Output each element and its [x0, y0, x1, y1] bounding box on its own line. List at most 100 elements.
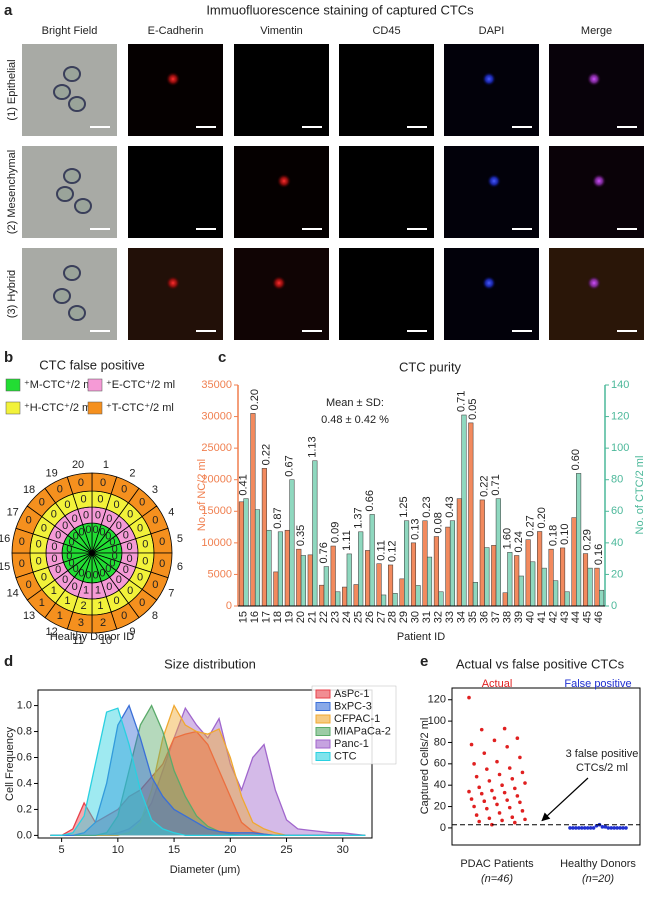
nc-bar [491, 545, 497, 607]
cell-value: 0 [142, 555, 148, 567]
purity-label: 0.22 [261, 444, 273, 465]
panel-title: Immuofluorescence staining of captured C… [206, 2, 474, 17]
purity-label: 0.08 [433, 512, 445, 533]
nc-bar [296, 548, 302, 607]
ctc-bar [358, 531, 364, 607]
y2-tick-label: 100 [611, 442, 629, 454]
y2-tick-label: 0 [611, 600, 617, 612]
fluorescence-image [234, 44, 329, 136]
chart-title: CTC false positive [39, 357, 144, 372]
cell-signal [277, 174, 291, 188]
data-point [487, 816, 492, 821]
nc-bar [284, 529, 290, 607]
ctc-bar [472, 582, 478, 607]
data-point [492, 796, 497, 800]
nc-bar [399, 578, 405, 607]
cell [53, 288, 71, 304]
ctc-bar [312, 460, 318, 607]
x-tick-label: 20 [295, 611, 307, 623]
y-tick-label: 20000 [201, 474, 232, 486]
y-tick-label: 100 [428, 715, 446, 727]
cell-value: 0 [26, 579, 32, 591]
data-point [591, 826, 596, 830]
donor-id: 19 [45, 468, 57, 480]
cell-value: 0 [159, 536, 165, 548]
x-axis-title: Patient ID [397, 631, 445, 643]
nc-bar [353, 584, 359, 607]
ctc-bar [438, 591, 444, 607]
fluorescence-image [444, 44, 539, 136]
cell-value: 0 [127, 509, 133, 521]
cell-value: 0 [36, 538, 42, 550]
data-point [507, 766, 512, 770]
ctc-bar [461, 414, 467, 607]
cell-value: 0 [137, 571, 143, 583]
data-point [621, 826, 625, 830]
cell-signal [587, 276, 601, 290]
data-point [513, 786, 517, 791]
data-point [467, 789, 471, 794]
nc-bar [548, 548, 554, 607]
y-tick-label: 20 [434, 800, 446, 812]
fluorescence-image [444, 146, 539, 238]
y-tick-label: 10000 [201, 537, 232, 549]
cell-value: 0 [95, 509, 101, 521]
donor-id: 18 [23, 484, 35, 496]
cell-value: 0 [99, 567, 105, 579]
data-point [477, 785, 481, 790]
cell [63, 168, 81, 184]
cell-value: 0 [72, 581, 78, 593]
purity-label: 1.25 [398, 496, 410, 517]
fluorescence-image [339, 44, 434, 136]
ctc-bar [254, 509, 261, 607]
legend-swatch [315, 702, 331, 711]
y2-tick-label: 40 [611, 537, 623, 549]
cell-value: 0 [109, 557, 115, 569]
column-header: Bright Field [42, 25, 98, 37]
data-point [518, 755, 522, 760]
legend-label: ⁺E-CTC⁺/2 ml [106, 379, 175, 391]
cell [74, 198, 92, 214]
cell-value: 0 [139, 597, 145, 609]
data-point [474, 813, 479, 817]
cell-value: 0 [41, 571, 47, 583]
y-tick-label: 15000 [201, 505, 232, 517]
legend-swatch [87, 401, 103, 415]
purity-label: 1.13 [306, 436, 318, 457]
y-tick-label: 0.0 [17, 829, 32, 841]
panel-letter: d [4, 653, 13, 670]
y-tick-label: 80 [434, 736, 446, 748]
data-point [574, 826, 578, 830]
donor-id: 20 [72, 459, 84, 471]
cell-value: 0 [83, 509, 89, 521]
donor-id: 8 [152, 610, 158, 622]
cell-value: 0 [51, 509, 57, 521]
x-tick-label: 26 [364, 611, 376, 623]
column-header: Vimentin [260, 25, 303, 37]
donor-id: 12 [45, 626, 57, 638]
purity-label: 0.20 [249, 389, 261, 410]
area-fill [50, 705, 366, 836]
cell-value: 0 [41, 522, 47, 534]
x-tick-label: 30 [337, 844, 349, 856]
cell-value: 0 [78, 526, 84, 538]
purity-label: 1.60 [501, 528, 513, 549]
cell-value: 0 [93, 524, 99, 536]
ctc-bar [404, 520, 410, 607]
ctc-bar [507, 552, 513, 607]
y-tick-label: 0 [440, 822, 446, 834]
data-point [472, 804, 476, 809]
cell-value: 0 [152, 515, 158, 527]
cell-value: 0 [123, 564, 129, 576]
data-point [505, 744, 509, 749]
x-tick-label: 29 [398, 611, 410, 623]
cell-value: 0 [78, 477, 84, 489]
donor-id: 3 [152, 484, 158, 496]
donor-id: 2 [129, 468, 135, 480]
data-point [603, 825, 608, 829]
cell-value: 0 [66, 543, 72, 555]
purity-label: 0.66 [364, 490, 376, 511]
y-tick-label: 5000 [208, 568, 232, 580]
purity-label: 0.41 [238, 474, 250, 495]
